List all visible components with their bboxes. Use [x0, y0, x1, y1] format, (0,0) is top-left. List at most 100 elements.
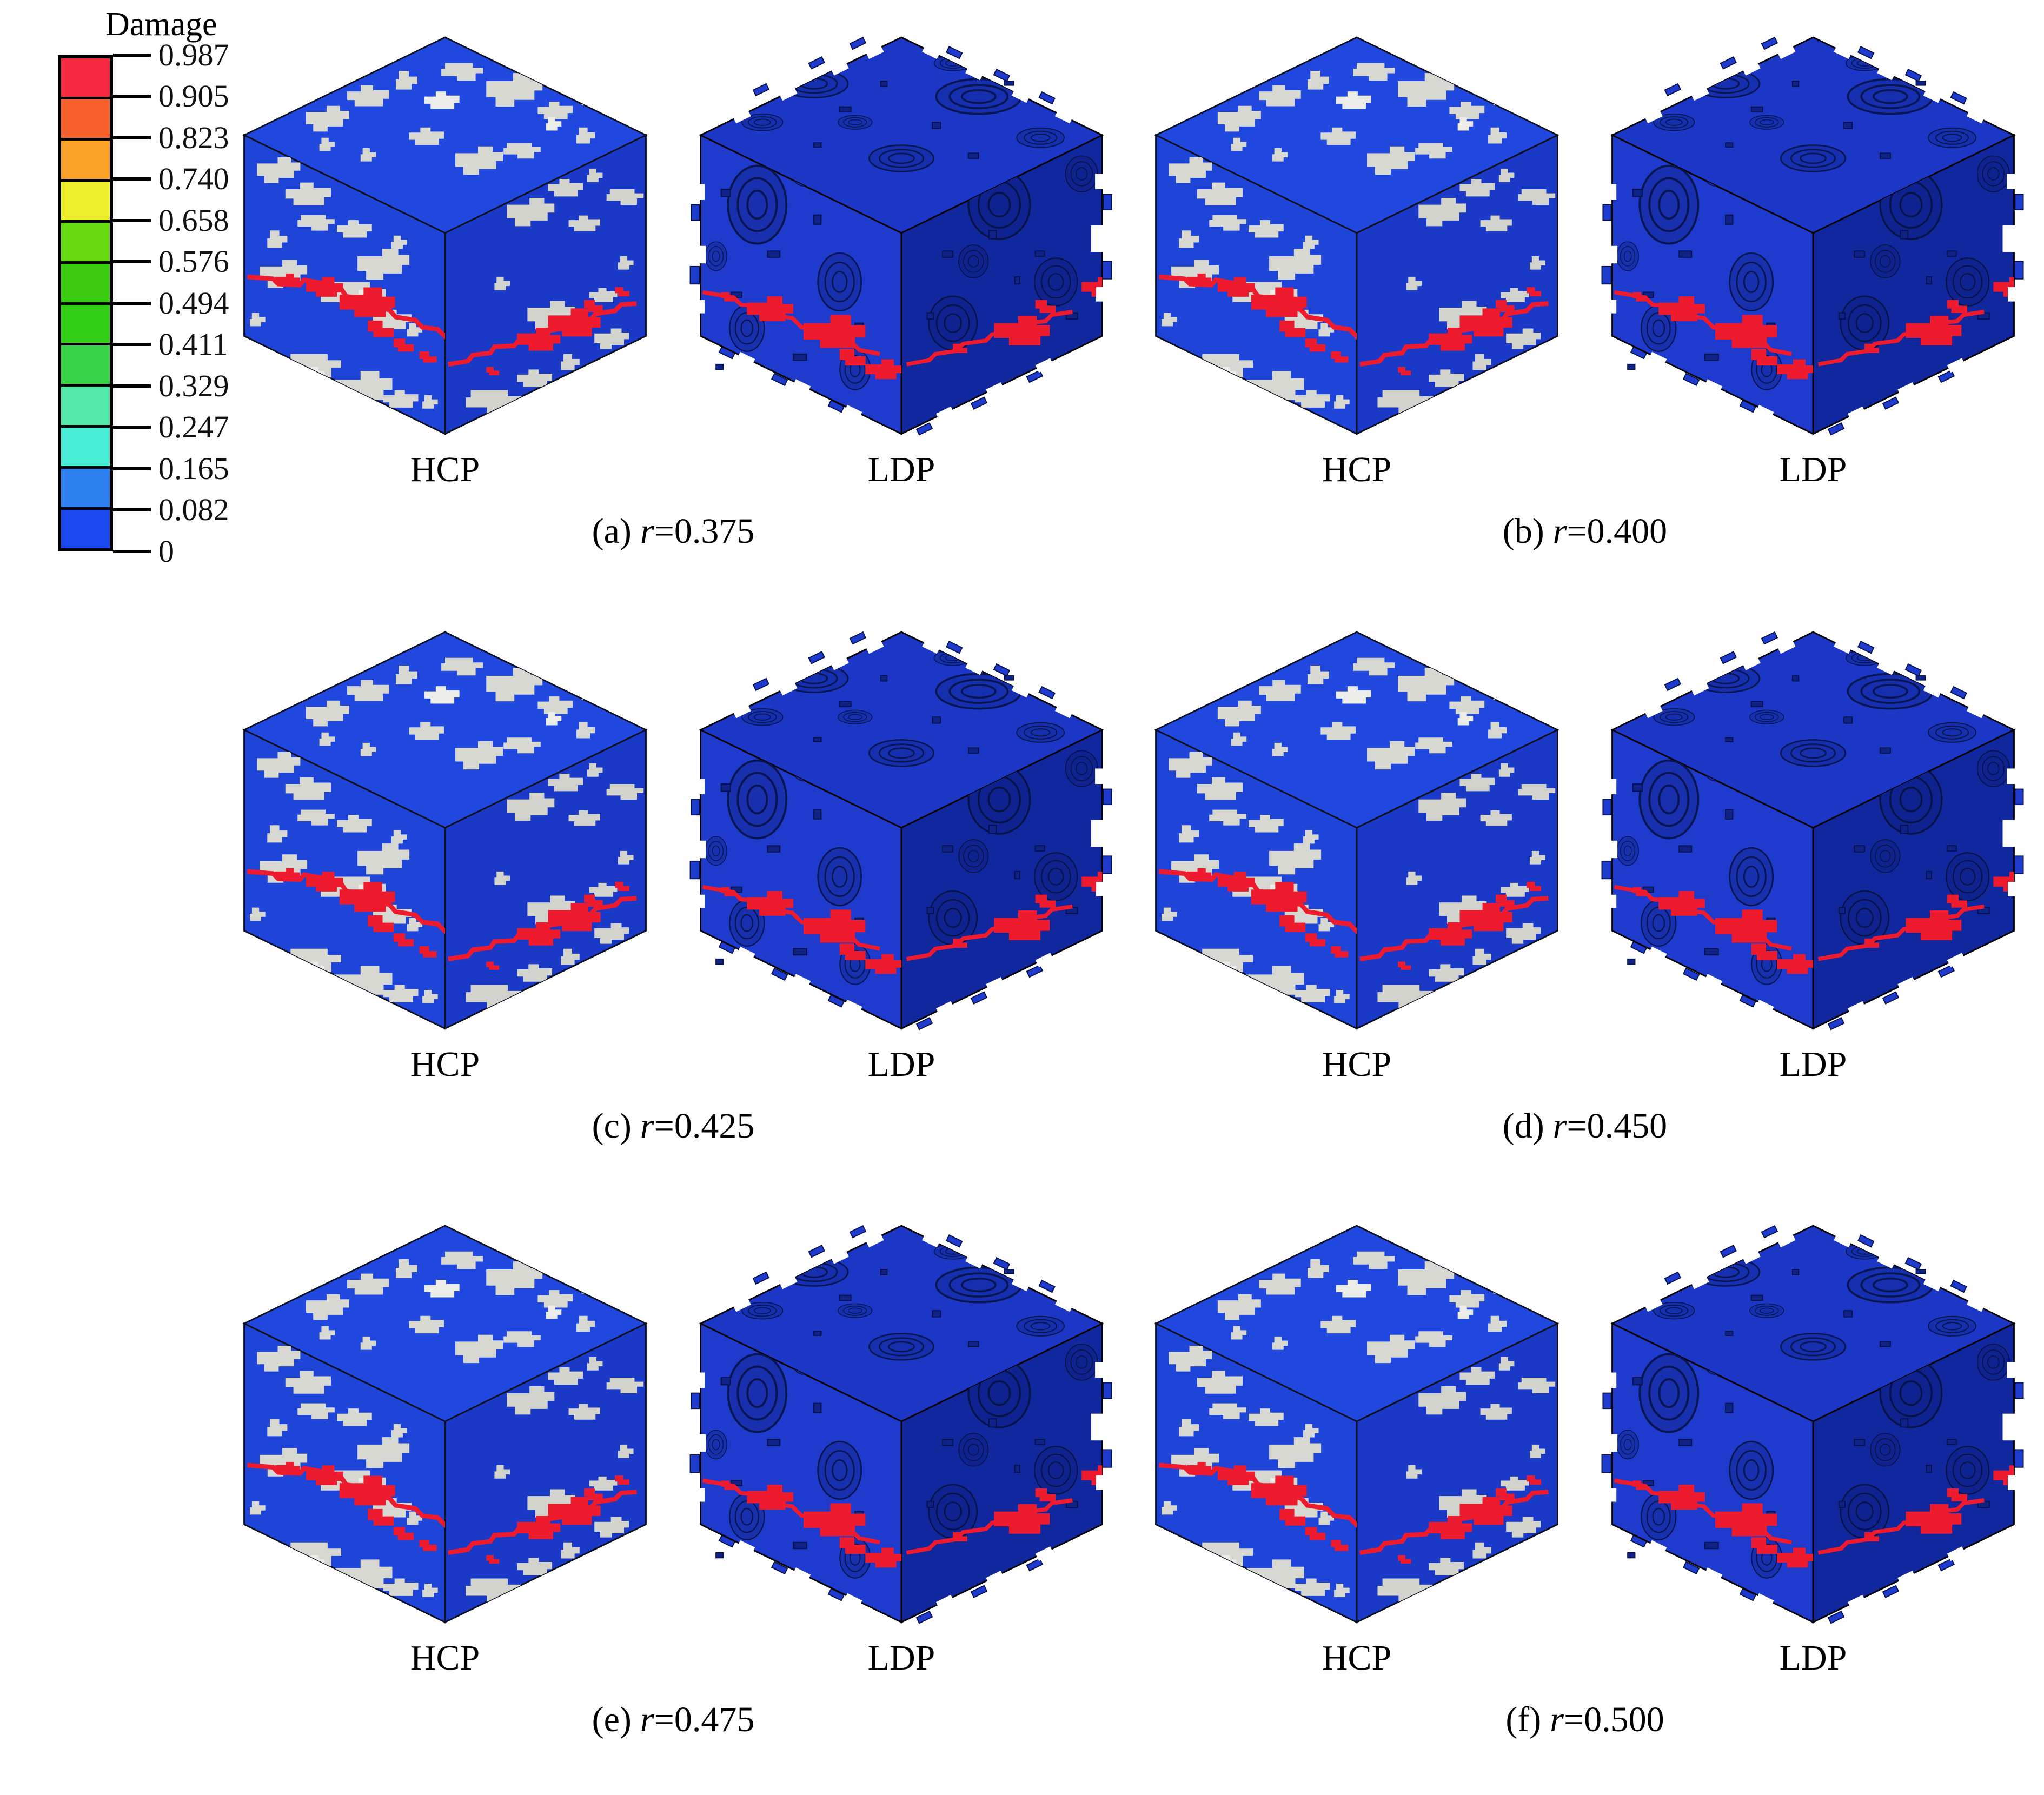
panel-caption: (d) r=0.450: [1128, 1106, 2042, 1147]
tick-mark: [113, 219, 151, 222]
ldp-cube-render: [1597, 1223, 2029, 1630]
colorbar-legend: Damage 0.987 0.905 0.823 0.740 0.658 0.5…: [51, 5, 354, 567]
fig-hcp-c: HCP: [229, 629, 661, 1085]
colorbar-cell: [61, 345, 110, 387]
tick-label: 0.494: [158, 285, 229, 321]
fig-hcp-d: HCP: [1140, 629, 1573, 1085]
tick-label: 0.987: [158, 37, 229, 72]
fig-ldp-b: LDP: [1597, 35, 2029, 490]
legend-title: Damage: [105, 6, 217, 43]
tick-label: 0.411: [158, 327, 228, 362]
panel-d: HCP LDP (d) r=0.450: [1128, 629, 2042, 1147]
tick-label: 0.247: [158, 409, 229, 444]
fig-ldp-c: LDP: [685, 629, 1118, 1085]
caption-value: =0.400: [1567, 511, 1668, 551]
colorbar-cell: [61, 140, 110, 182]
caption-letter: (e): [592, 1700, 632, 1739]
colorbar-cell: [61, 181, 110, 223]
caption-value: =0.425: [654, 1106, 755, 1146]
ldp-cube-render: [1597, 35, 2029, 442]
caption-value: =0.450: [1567, 1106, 1668, 1146]
model-label-hcp: HCP: [410, 450, 480, 489]
fig-hcp-a: HCP: [229, 35, 661, 490]
caption-variable: r: [1552, 1106, 1567, 1146]
caption-value: =0.375: [654, 511, 755, 551]
legend-tick: 0.576: [113, 246, 229, 277]
legend-tick: 0.494: [113, 288, 229, 319]
colorbar-cell: [61, 469, 110, 510]
tick-mark: [113, 508, 151, 511]
colorbar-cell: [61, 99, 110, 141]
hcp-cube-render: [229, 629, 661, 1036]
colorbar-cell: [61, 510, 110, 549]
model-label-hcp: HCP: [1322, 450, 1392, 489]
model-label-ldp: LDP: [1779, 1638, 1847, 1678]
ldp-cube-render: [685, 35, 1118, 442]
panel-f: HCP LDP (f) r=0.500: [1128, 1223, 2042, 1740]
hcp-cube-render: [229, 1223, 661, 1630]
model-label-hcp: HCP: [410, 1045, 480, 1084]
model-label-ldp: LDP: [1779, 450, 1847, 489]
tick-label: 0.082: [158, 492, 229, 527]
colorbar-cell: [61, 428, 110, 469]
legend-tick: 0: [113, 536, 174, 567]
legend-tick: 0.411: [113, 329, 228, 360]
tick-mark: [113, 95, 151, 98]
legend-tick: 0.905: [113, 81, 229, 112]
legend-tick: 0.329: [113, 370, 229, 402]
tick-label: 0.329: [158, 368, 229, 403]
legend-tick: 0.740: [113, 163, 229, 195]
caption-letter: (d): [1502, 1106, 1544, 1146]
colorbar-cell: [61, 263, 110, 305]
model-label-ldp: LDP: [867, 1638, 935, 1678]
legend-tick: 0.165: [113, 453, 229, 484]
legend-tick: 0.082: [113, 494, 229, 526]
caption-variable: r: [640, 511, 654, 551]
model-label-hcp: HCP: [1322, 1045, 1392, 1084]
legend-tick: 0.247: [113, 411, 229, 443]
tick-label: 0.658: [158, 203, 229, 238]
colorbar-cell: [61, 304, 110, 346]
tick-label: 0.165: [158, 451, 229, 486]
tick-label: 0.576: [158, 244, 229, 279]
ldp-cube-render: [685, 1223, 1118, 1630]
hcp-cube-render: [1140, 35, 1573, 442]
tick-mark: [113, 384, 151, 388]
caption-variable: r: [640, 1106, 654, 1146]
fig-hcp-b: HCP: [1140, 35, 1573, 490]
tick-mark: [113, 467, 151, 470]
colorbar-cell: [61, 387, 110, 428]
caption-letter: (a): [592, 511, 632, 551]
model-label-ldp: LDP: [867, 450, 935, 489]
fig-ldp-a: LDP: [685, 35, 1118, 490]
fig-hcp-f: HCP: [1140, 1223, 1573, 1679]
caption-letter: (c): [592, 1106, 632, 1146]
panel-caption: (b) r=0.400: [1128, 511, 2042, 552]
legend-tick: 0.987: [113, 39, 229, 71]
tick-mark: [113, 550, 151, 553]
tick-mark: [113, 54, 151, 57]
colorbar-cell: [61, 222, 110, 264]
model-label-ldp: LDP: [1779, 1045, 1847, 1084]
legend-tick: 0.823: [113, 122, 229, 154]
caption-variable: r: [640, 1700, 654, 1739]
tick-label: 0.905: [158, 78, 229, 114]
panel-c: HCP LDP (c) r=0.425: [216, 629, 1130, 1147]
caption-letter: (b): [1502, 511, 1544, 551]
legend-tick: 0.658: [113, 205, 229, 236]
caption-variable: r: [1552, 511, 1567, 551]
fig-hcp-e: HCP: [229, 1223, 661, 1679]
caption-value: =0.475: [654, 1700, 755, 1739]
panel-caption: (a) r=0.375: [216, 511, 1130, 552]
panel-caption: (c) r=0.425: [216, 1106, 1130, 1147]
tick-mark: [113, 136, 151, 139]
caption-variable: r: [1550, 1700, 1564, 1739]
panel-caption: (e) r=0.475: [216, 1699, 1130, 1740]
tick-mark: [113, 343, 151, 346]
caption-letter: (f): [1505, 1700, 1542, 1739]
fig-ldp-e: LDP: [685, 1223, 1118, 1679]
fig-ldp-f: LDP: [1597, 1223, 2029, 1679]
panel-caption: (f) r=0.500: [1128, 1699, 2042, 1740]
panel-e: HCP LDP (e) r=0.475: [216, 1223, 1130, 1740]
